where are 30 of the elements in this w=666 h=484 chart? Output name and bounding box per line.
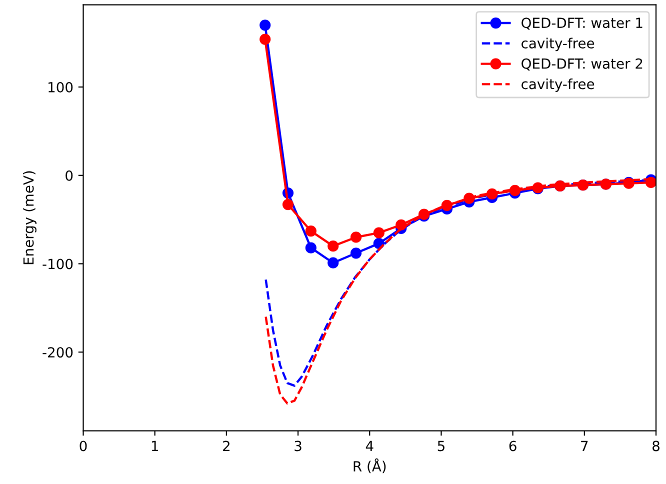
point <box>260 20 271 31</box>
x-tick-label: 7 <box>581 440 588 452</box>
point <box>328 257 339 268</box>
point <box>350 248 362 259</box>
x-axis-title: R (Å) <box>354 458 386 474</box>
point <box>282 198 294 210</box>
x-tick-label: 6 <box>509 440 516 452</box>
legend-label: QED-DFT: water 1 <box>522 18 642 30</box>
point <box>350 232 362 243</box>
y-tick-label: -200 <box>42 347 73 358</box>
point <box>396 219 407 230</box>
x-tick-label: 8 <box>652 440 660 452</box>
x-tick-label: 0 <box>80 440 87 452</box>
legend-label: QED-DFT: water 2 <box>522 58 642 70</box>
x-tick-label: 4 <box>366 440 374 452</box>
point <box>260 34 271 45</box>
point <box>328 240 339 252</box>
point <box>305 226 316 237</box>
x-tick-label: 3 <box>294 440 302 452</box>
y-axis-title: Energy (meV) <box>23 171 36 264</box>
x-tick-label: 5 <box>438 440 444 452</box>
legend-label: cavity-free <box>522 38 594 52</box>
point <box>373 227 384 238</box>
legend-label: cavity-free <box>522 78 594 92</box>
y-tick-label: 100 <box>48 82 73 92</box>
x-tick-label: 2 <box>223 440 230 452</box>
y-tick-label: -100 <box>42 258 73 270</box>
x-tick-label: 1 <box>152 440 158 452</box>
point <box>305 242 316 254</box>
y-tick-label: 0 <box>66 170 73 181</box>
